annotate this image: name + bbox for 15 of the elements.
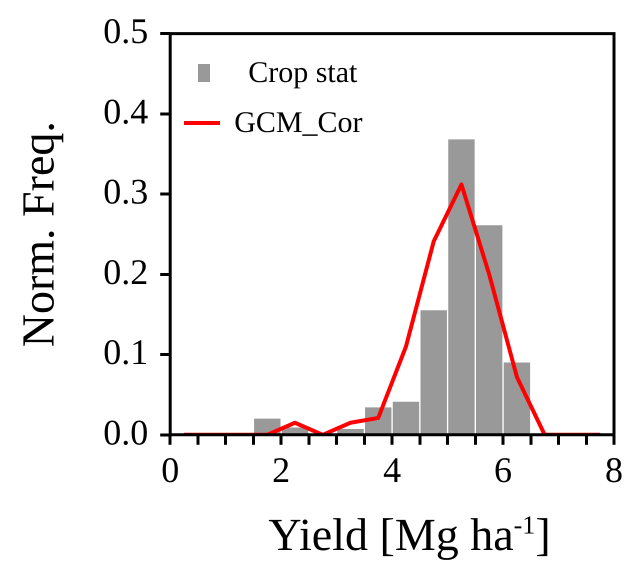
x-tick-label: 6 (494, 450, 512, 490)
y-tick-label: 0.5 (103, 11, 148, 52)
y-tick-label: 0.2 (103, 252, 148, 292)
x-tick-label: 8 (605, 450, 623, 490)
x-tick-label: 0 (161, 450, 180, 490)
x-axis-title: Yield [Mg ha$^{-1}$] (267, 508, 552, 561)
legend-label: GCM_Cor (234, 106, 363, 140)
y-tick-label: 0.1 (103, 332, 148, 372)
legend-label: Crop stat (248, 56, 358, 90)
x-tick-label: 4 (383, 450, 402, 490)
y-axis-title: Norm. Freq. (12, 121, 64, 348)
y-tick-label: 0.3 (103, 172, 148, 212)
y-tick-label: 0.4 (103, 91, 148, 132)
x-tick-label: 2 (272, 450, 290, 490)
y-tick-label: 0.0 (103, 412, 148, 452)
